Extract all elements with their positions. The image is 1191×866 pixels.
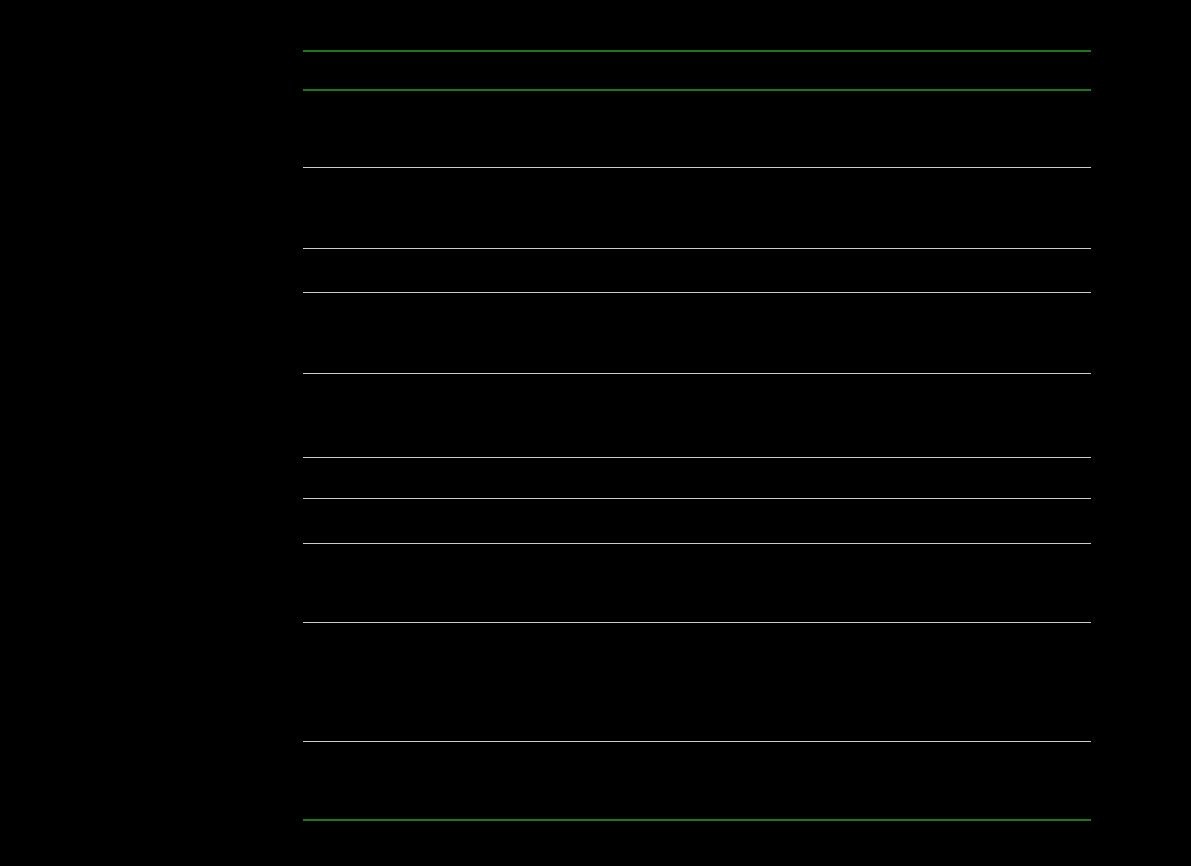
body-rule-5 [303, 457, 1091, 458]
body-rule-3 [303, 292, 1091, 293]
right-gutter-region [1091, 0, 1191, 866]
top-accent-rule-2 [303, 89, 1091, 91]
body-rule-7 [303, 543, 1091, 544]
table-body-region [303, 0, 1091, 866]
body-rule-9 [303, 741, 1091, 742]
top-accent-rule-1 [303, 50, 1091, 52]
body-rule-2 [303, 248, 1091, 249]
bottom-accent-rule [303, 819, 1091, 821]
left-gutter-region [0, 0, 303, 866]
body-rule-8 [303, 622, 1091, 623]
body-rule-6 [303, 498, 1091, 499]
body-rule-1 [303, 167, 1091, 168]
body-rule-4 [303, 373, 1091, 374]
